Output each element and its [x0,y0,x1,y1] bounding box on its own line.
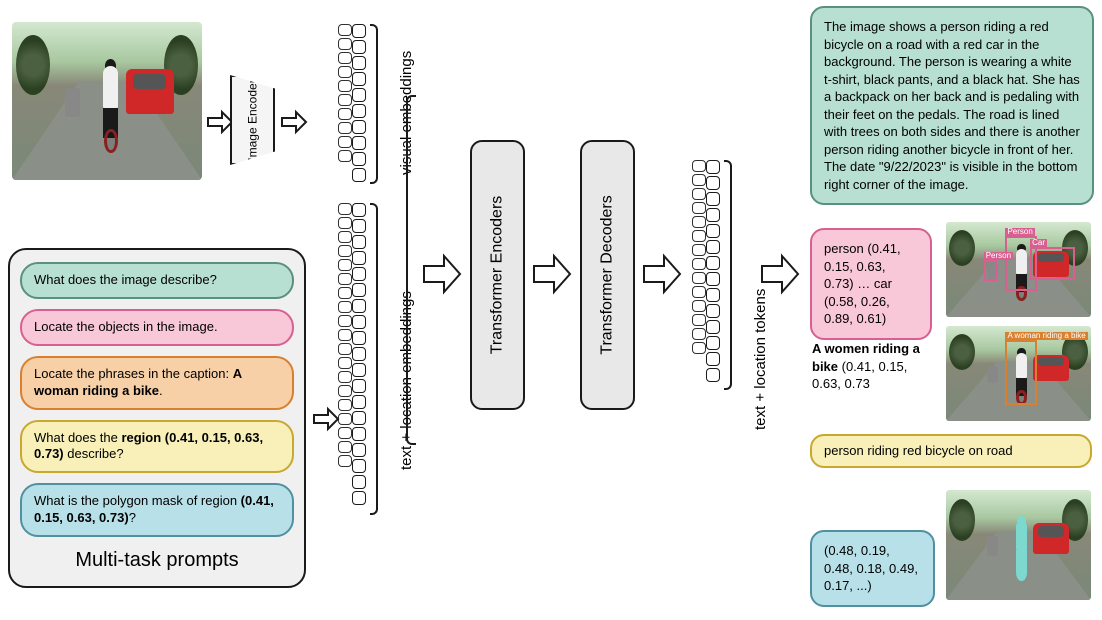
grounding-result-image: A woman riding a bike [946,326,1091,421]
output-region-caption-text: person riding red bicycle on road [824,443,1013,458]
prompt-text: Locate the phrases in the caption: [34,366,233,381]
output-bracket [724,160,732,390]
visual-bracket [370,24,378,184]
prompt-locate-objects: Locate the objects in the image. [20,309,294,346]
detection-result-image: Person Person Car [946,222,1091,317]
bbox-person2: Person [984,260,997,281]
arrow-icon [422,250,462,298]
textloc-bracket [370,203,378,515]
visual-embeddings-ghost [338,24,352,162]
transformer-decoders-label: Transformer Decoders [599,195,617,354]
image-encoder-block: Image Encoder [230,75,275,165]
input-scene-image [12,22,202,180]
prompt-text: What does the [34,430,121,445]
prompt-locate-phrases: Locate the phrases in the caption: A wom… [20,356,294,410]
arrow-icon [760,250,800,298]
output-caption-text: The image shows a person riding a red bi… [824,19,1080,192]
output-tokens [706,160,720,382]
combined-bracket [406,95,416,445]
output-polygon-box: (0.48, 0.19, 0.48, 0.18, 0.49, 0.17, ...… [810,530,935,607]
polygon-result-image [946,490,1091,600]
prompt-text: What does the image describe? [34,272,217,287]
prompt-text: . [159,383,163,398]
output-region-caption-box: person riding red bicycle on road [810,434,1092,468]
arrow-icon [642,250,682,298]
prompt-polygon-mask: What is the polygon mask of region (0.41… [20,483,294,537]
text-loc-embeddings-ghost [338,203,352,467]
text-loc-embeddings-tokens [352,203,366,505]
image-encoder-label: Image Encoder [246,79,260,160]
multitask-prompts-panel: What does the image describe? Locate the… [8,248,306,588]
arrow-icon [280,108,308,136]
prompt-text: ? [129,510,136,525]
transformer-encoders-label: Transformer Encoders [489,196,507,355]
bbox-car: Car [1030,247,1075,280]
prompt-region-describe: What does the region (0.41, 0.15, 0.63, … [20,420,294,474]
prompts-panel-title: Multi-task prompts [20,549,294,572]
transformer-encoders-block: Transformer Encoders [470,140,525,410]
output-detection-box: person (0.41, 0.15, 0.63, 0.73) … car (0… [810,228,932,340]
arrow-icon [312,405,340,433]
prompt-text: Locate the objects in the image. [34,319,218,334]
transformer-decoders-block: Transformer Decoders [580,140,635,410]
prompt-describe: What does the image describe? [20,262,294,299]
output-polygon-text: (0.48, 0.19, 0.48, 0.18, 0.49, 0.17, ...… [824,543,918,593]
output-tokens-ghost [692,160,706,354]
bbox-grounding: A woman riding a bike [1005,340,1037,405]
prompt-text: describe? [64,446,124,461]
arrow-icon [532,250,572,298]
output-tokens-label: text + location tokens [752,289,769,430]
prompt-text: What is the polygon mask of region [34,493,241,508]
visual-embeddings-tokens [352,24,366,182]
output-grounding-text: A women riding a bike (0.41, 0.15, 0.63,… [812,340,922,393]
output-caption-box: The image shows a person riding a red bi… [810,6,1094,205]
output-detection-text: person (0.41, 0.15, 0.63, 0.73) … car (0… [824,241,901,326]
arrow-icon [206,108,234,136]
